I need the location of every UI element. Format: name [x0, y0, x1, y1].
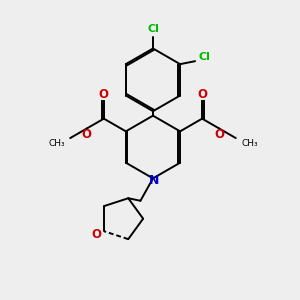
Text: CH₃: CH₃ [241, 139, 258, 148]
Text: CH₃: CH₃ [48, 139, 65, 148]
Text: O: O [214, 128, 224, 141]
Text: Cl: Cl [199, 52, 211, 62]
Text: Cl: Cl [147, 24, 159, 34]
Text: O: O [99, 88, 109, 101]
Text: N: N [148, 174, 159, 187]
Text: O: O [81, 128, 92, 141]
Text: O: O [92, 228, 102, 241]
Text: O: O [197, 88, 207, 101]
